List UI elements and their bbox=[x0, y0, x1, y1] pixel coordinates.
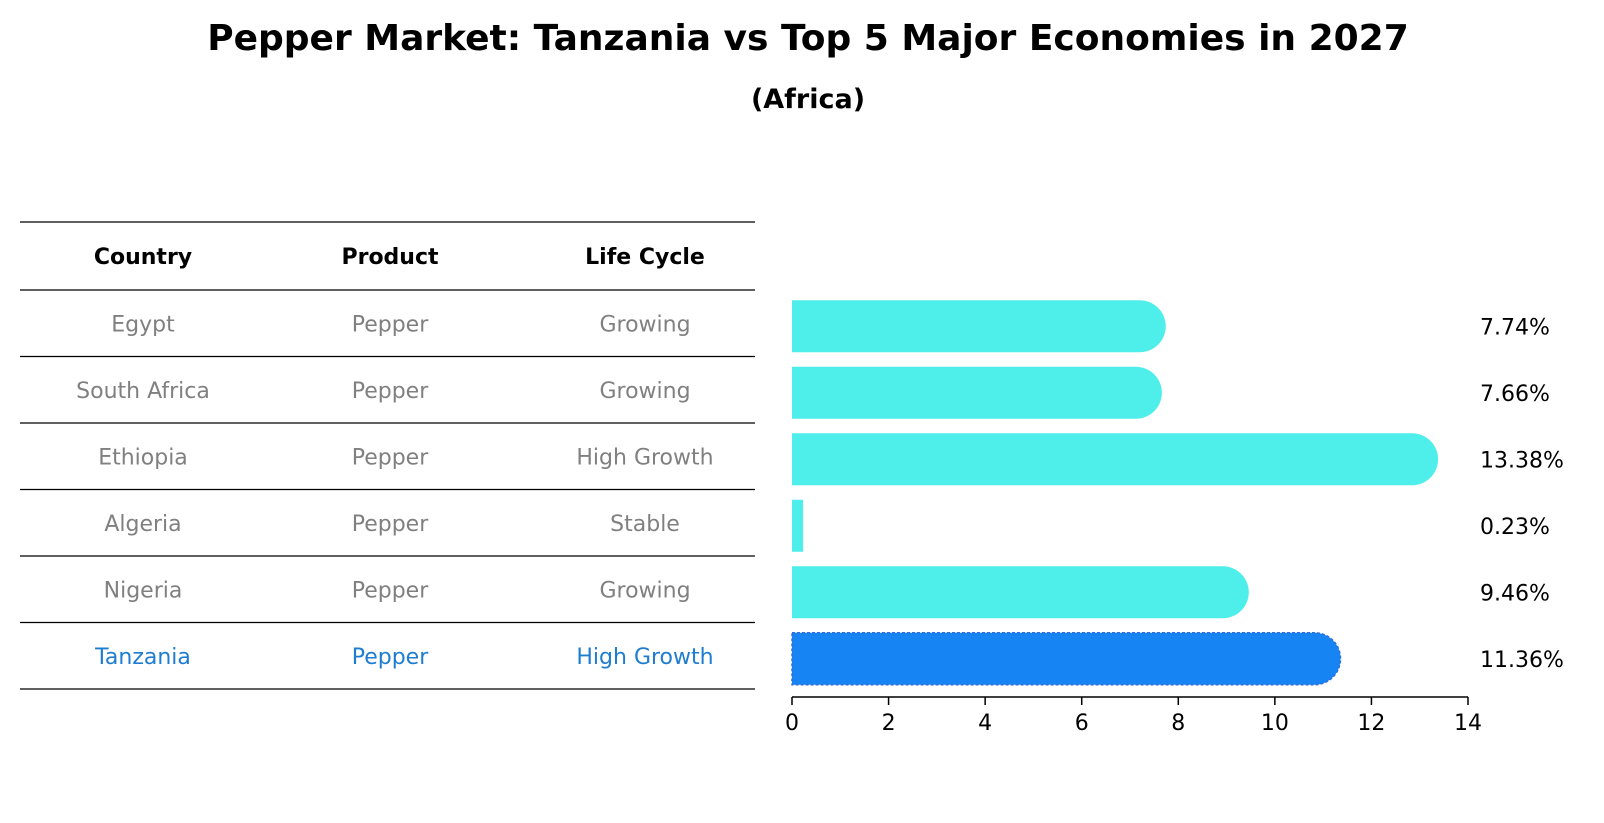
bar-value-label: 13.38% bbox=[1480, 448, 1564, 473]
x-tick-label: 0 bbox=[785, 711, 799, 736]
table-header-country: Country bbox=[94, 245, 192, 270]
table-cell-country: Egypt bbox=[111, 312, 175, 337]
x-tick-label: 8 bbox=[1171, 711, 1185, 736]
table-cell-product: Pepper bbox=[352, 578, 429, 603]
table-cell-product: Pepper bbox=[352, 645, 429, 670]
bar-tanzania bbox=[791, 632, 1342, 686]
table-cell-life-cycle: High Growth bbox=[576, 445, 713, 470]
bar-ethiopia bbox=[792, 433, 1439, 486]
bar-nigeria bbox=[792, 566, 1249, 619]
x-axis: 0 2 4 6 8 10 12 14 bbox=[785, 696, 1482, 736]
table-cell-life-cycle: Growing bbox=[599, 578, 690, 603]
bar-value-label: 11.36% bbox=[1480, 648, 1564, 673]
table-cell-country: Nigeria bbox=[104, 578, 183, 603]
table-cell-product: Pepper bbox=[352, 512, 429, 537]
table-header-life-cycle: Life Cycle bbox=[585, 245, 705, 270]
chart-title: Pepper Market: Tanzania vs Top 5 Major E… bbox=[207, 18, 1409, 59]
table-cell-country: Tanzania bbox=[94, 645, 191, 670]
table-cell-life-cycle: Growing bbox=[599, 312, 690, 337]
table-cell-life-cycle: Growing bbox=[599, 379, 690, 404]
x-tick-label: 14 bbox=[1454, 711, 1482, 736]
table-cell-product: Pepper bbox=[352, 445, 429, 470]
x-tick-label: 2 bbox=[882, 711, 896, 736]
bar-egypt bbox=[792, 300, 1166, 353]
bar-value-label: 7.74% bbox=[1480, 315, 1550, 340]
table-cell-product: Pepper bbox=[352, 379, 429, 404]
chart-subtitle: (Africa) bbox=[751, 84, 865, 115]
table-cell-country: Ethiopia bbox=[98, 445, 188, 470]
table-cell-country: Algeria bbox=[104, 512, 181, 537]
bar-south-africa bbox=[792, 366, 1162, 419]
table-cell-product: Pepper bbox=[352, 312, 429, 337]
bar-value-label: 0.23% bbox=[1480, 515, 1550, 540]
x-tick-label: 10 bbox=[1261, 711, 1289, 736]
table-cell-life-cycle: Stable bbox=[610, 512, 680, 537]
bar-value-label: 7.66% bbox=[1480, 382, 1550, 407]
x-tick-label: 12 bbox=[1357, 711, 1385, 736]
x-tick-label: 4 bbox=[978, 711, 992, 736]
x-tick-label: 6 bbox=[1075, 711, 1089, 736]
table-cell-country: South Africa bbox=[76, 379, 210, 404]
data-table: Country Product Life Cycle Egypt Pepper Growi… bbox=[20, 221, 755, 690]
bar-algeria bbox=[792, 499, 804, 552]
table-header-product: Product bbox=[341, 245, 439, 270]
bar-plot: 7.74% 7.66% 13.38% 0.23% 9.46% 11.36% bbox=[791, 300, 1564, 686]
bar-value-label: 9.46% bbox=[1480, 581, 1550, 606]
table-cell-life-cycle: High Growth bbox=[576, 645, 713, 670]
